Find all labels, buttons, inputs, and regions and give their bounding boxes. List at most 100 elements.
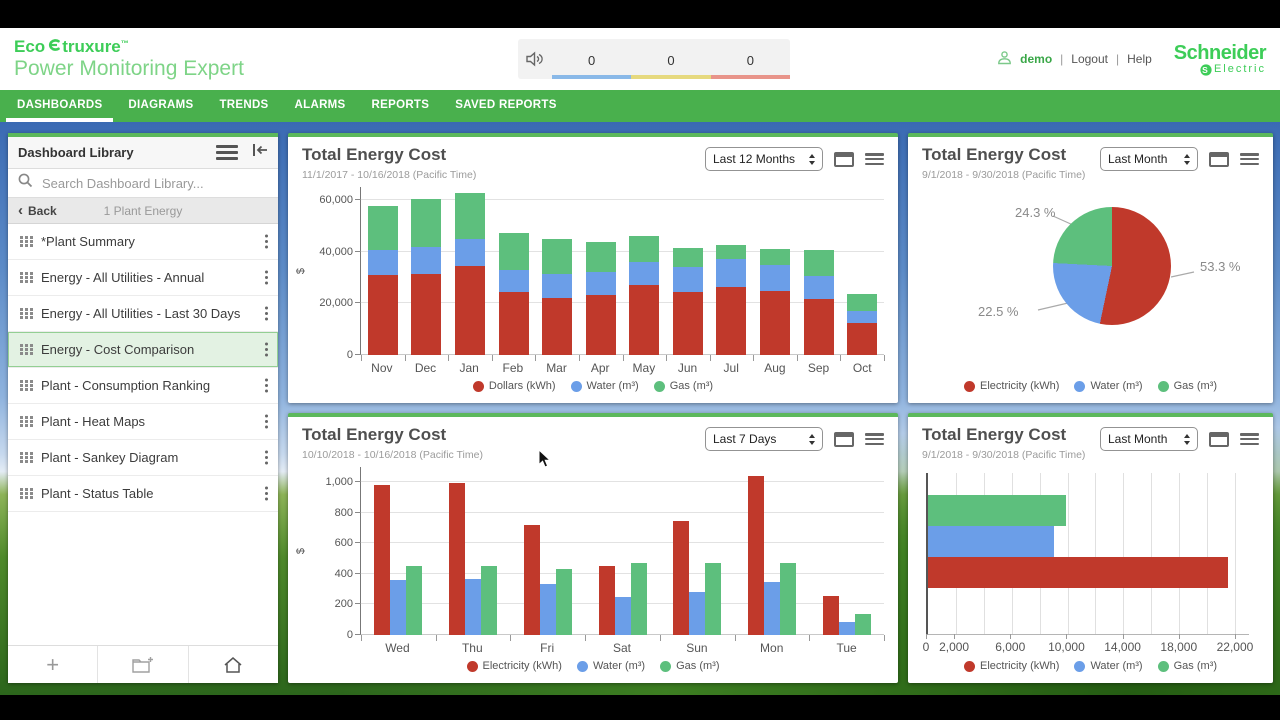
bar-fri[interactable] xyxy=(555,569,572,635)
item-options-icon[interactable] xyxy=(264,311,268,316)
bar-wed[interactable] xyxy=(374,485,391,635)
panel-menu-icon[interactable] xyxy=(1240,433,1259,445)
item-options-icon[interactable] xyxy=(264,419,268,424)
bar-segment[interactable] xyxy=(498,269,529,293)
bar-sat[interactable] xyxy=(598,565,615,635)
item-options-icon[interactable] xyxy=(264,239,268,244)
sidebar-item[interactable]: Plant - Heat Maps xyxy=(8,404,278,440)
bar-segment[interactable] xyxy=(759,291,790,355)
maximize-icon[interactable] xyxy=(834,151,854,167)
bar-segment[interactable] xyxy=(498,233,529,270)
item-options-icon[interactable] xyxy=(264,491,268,496)
nav-tab-dashboards[interactable]: DASHBOARDS xyxy=(4,90,115,122)
bar-thu[interactable] xyxy=(449,483,466,635)
maximize-icon[interactable] xyxy=(834,431,854,447)
home-button[interactable] xyxy=(187,646,278,683)
alarm-annunciator[interactable]: 0 0 0 xyxy=(518,39,790,79)
sidebar-menu-icon[interactable] xyxy=(216,145,238,160)
item-options-icon[interactable] xyxy=(264,347,268,352)
bar-mon[interactable] xyxy=(763,582,780,635)
bar-segment[interactable] xyxy=(454,239,485,266)
bar-segment[interactable] xyxy=(585,241,616,272)
sidebar-item[interactable]: Plant - Sankey Diagram xyxy=(8,440,278,476)
bar-sun[interactable] xyxy=(689,592,706,635)
bar-tue[interactable] xyxy=(854,613,871,635)
bar-segment[interactable] xyxy=(585,294,616,355)
bar-sat[interactable] xyxy=(630,563,647,635)
bar-segment[interactable] xyxy=(803,250,834,276)
bar-fri[interactable] xyxy=(539,583,556,635)
maximize-icon[interactable] xyxy=(1209,431,1229,447)
hbar-0[interactable] xyxy=(928,495,1067,526)
nav-tab-saved-reports[interactable]: SAVED REPORTS xyxy=(455,99,557,111)
sidebar-item[interactable]: Energy - All Utilities - Last 30 Days xyxy=(8,296,278,332)
sidebar-item[interactable]: Plant - Consumption Ranking xyxy=(8,368,278,404)
bar-segment[interactable] xyxy=(847,293,878,311)
bar-mon[interactable] xyxy=(779,563,796,635)
bar-thu[interactable] xyxy=(481,566,498,635)
bar-segment[interactable] xyxy=(803,275,834,300)
range-select[interactable]: Last 7 Days xyxy=(705,427,823,451)
bar-segment[interactable] xyxy=(585,271,616,295)
bar-segment[interactable] xyxy=(759,264,790,292)
panel-menu-icon[interactable] xyxy=(1240,153,1259,165)
bar-segment[interactable] xyxy=(411,246,442,275)
search-dashboard-input[interactable]: Search Dashboard Library... xyxy=(8,169,278,198)
item-options-icon[interactable] xyxy=(264,275,268,280)
bar-segment[interactable] xyxy=(716,287,747,355)
bar-segment[interactable] xyxy=(411,274,442,355)
nav-tab-reports[interactable]: REPORTS xyxy=(371,99,430,111)
bar-segment[interactable] xyxy=(672,248,703,267)
pie[interactable] xyxy=(1053,207,1171,325)
bar-mon[interactable] xyxy=(747,476,764,635)
bar-segment[interactable] xyxy=(367,274,398,355)
bar-segment[interactable] xyxy=(803,299,834,355)
bar-segment[interactable] xyxy=(759,249,790,265)
bar-segment[interactable] xyxy=(454,193,485,240)
range-select[interactable]: Last Month xyxy=(1100,147,1198,171)
bar-wed[interactable] xyxy=(390,580,407,635)
bar-tue[interactable] xyxy=(838,622,855,635)
logout-link[interactable]: Logout xyxy=(1071,52,1108,66)
help-link[interactable]: Help xyxy=(1127,52,1152,66)
item-options-icon[interactable] xyxy=(264,383,268,388)
sidebar-item[interactable]: Energy - Cost Comparison xyxy=(8,332,278,368)
sidebar-item[interactable]: Plant - Status Table xyxy=(8,476,278,512)
bar-tue[interactable] xyxy=(822,596,839,635)
bar-segment[interactable] xyxy=(542,238,573,275)
nav-tab-diagrams[interactable]: DIAGRAMS xyxy=(128,99,194,111)
bar-segment[interactable] xyxy=(629,285,660,355)
bar-sat[interactable] xyxy=(614,596,631,635)
bar-segment[interactable] xyxy=(672,266,703,293)
bar-segment[interactable] xyxy=(629,261,660,286)
add-dashboard-button[interactable]: + xyxy=(8,646,97,683)
maximize-icon[interactable] xyxy=(1209,151,1229,167)
bar-segment[interactable] xyxy=(716,259,747,288)
bar-wed[interactable] xyxy=(406,566,423,635)
sidebar-item[interactable]: *Plant Summary xyxy=(8,224,278,260)
bar-segment[interactable] xyxy=(847,310,878,323)
back-row[interactable]: ‹ Back 1 Plant Energy xyxy=(8,198,278,224)
bar-segment[interactable] xyxy=(367,206,398,251)
bar-fri[interactable] xyxy=(523,525,540,635)
bar-thu[interactable] xyxy=(465,578,482,635)
add-folder-button[interactable] xyxy=(97,646,187,683)
hbar-2[interactable] xyxy=(928,557,1229,588)
nav-tab-alarms[interactable]: ALARMS xyxy=(294,99,346,111)
bar-segment[interactable] xyxy=(411,199,442,247)
bar-sun[interactable] xyxy=(673,521,690,635)
bar-segment[interactable] xyxy=(498,292,529,355)
sidebar-item[interactable]: Energy - All Utilities - Annual xyxy=(8,260,278,296)
hbar-1[interactable] xyxy=(928,526,1055,557)
bar-segment[interactable] xyxy=(716,245,747,260)
bar-sun[interactable] xyxy=(705,563,722,635)
panel-menu-icon[interactable] xyxy=(865,433,884,445)
bar-segment[interactable] xyxy=(629,236,660,262)
bar-segment[interactable] xyxy=(454,265,485,355)
panel-menu-icon[interactable] xyxy=(865,153,884,165)
bar-segment[interactable] xyxy=(542,297,573,355)
collapse-sidebar-icon[interactable] xyxy=(252,143,268,162)
bar-segment[interactable] xyxy=(847,322,878,355)
bar-segment[interactable] xyxy=(672,292,703,355)
range-select[interactable]: Last 12 Months xyxy=(705,147,823,171)
